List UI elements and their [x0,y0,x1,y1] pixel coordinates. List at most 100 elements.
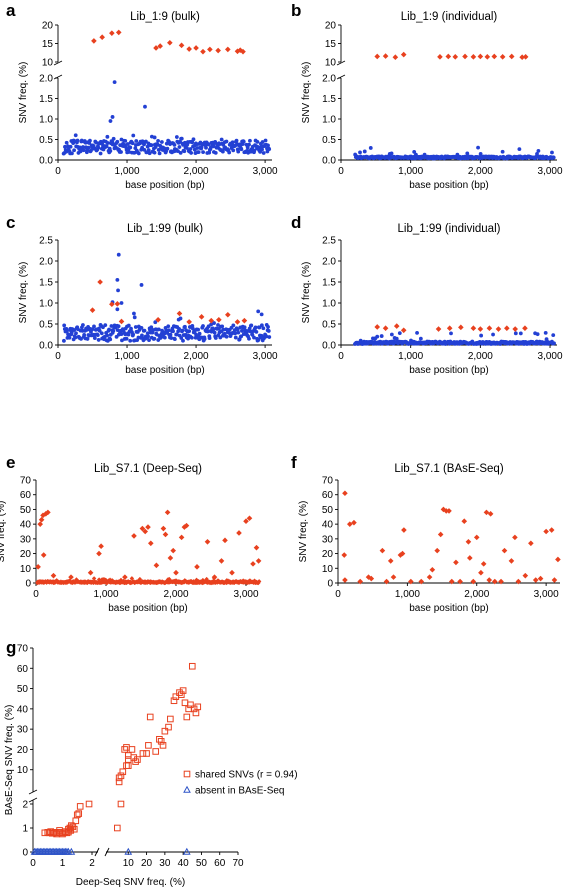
y-axis-label: SNV freq. (%) [301,62,312,124]
data-point-blue [415,330,419,335]
data-point-blue [181,338,185,343]
data-point-blue [168,332,173,337]
data-point-red [532,577,539,583]
data-point-blue [108,149,113,153]
data-point-blue [149,325,154,330]
panel-e: e Lib_S7.1 (Deep-Seq) 0 10 20 30 40 50 60 70 0 1,00… [0,453,262,614]
data-point-blue [110,115,115,119]
data-point-blue [389,332,394,337]
data-point-blue [207,150,212,155]
data-point-blue [132,315,137,320]
data-point-red [452,54,459,60]
data-point-red [480,561,487,567]
x-tick-label: 0 [33,589,39,600]
data-point-square [176,689,183,696]
data-point-red [114,301,121,307]
data-point-red [137,576,143,582]
data-point-red [446,508,452,514]
data-point-red [118,318,125,325]
data-point-red [495,326,502,332]
y-tick-label: 40 [20,520,32,531]
data-point-red [341,552,348,558]
data-point-blue [213,139,218,144]
x-tick-label: 2,000 [184,166,209,177]
y-tick-label: 40 [17,704,29,715]
panel-label: e [6,453,15,472]
data-point-blue [239,147,244,152]
y-tick-label: 1.0 [39,299,53,310]
data-point-red [160,525,167,532]
data-point-blue [95,333,100,337]
data-point-red [342,490,348,497]
data-point-blue [119,301,124,305]
y-tick-label: 2.0 [39,74,53,85]
data-point-square [76,803,84,810]
data-point-blue [358,150,362,155]
data-point-blue [207,336,212,341]
data-point-red [96,550,102,557]
data-point-blue [128,338,133,343]
data-point-blue [257,325,262,330]
data-point-square [114,824,121,832]
data-point-blue [267,335,272,339]
y-tick-label: 20 [322,549,334,560]
data-point-blue [152,336,157,341]
data-point-red [477,53,484,60]
data-point-red [115,29,122,36]
data-point-blue [115,278,120,282]
data-point-red [397,552,404,558]
data-point-red [176,310,183,317]
data-point-blue [156,138,160,143]
data-point-red [379,547,386,554]
y-tick-label: 20 [20,549,32,560]
panel-b: b Lib_1:9 (individual) 10 15 20 0.0 0.5 1.0 1.5 2… [291,1,563,191]
data-point-red [551,577,558,583]
legend-label: absent in BAsE-Seq [195,786,285,797]
data-point-blue [179,136,184,141]
y-tick-label: 60 [17,664,29,675]
data-point-blue [256,309,261,314]
data-point-blue [206,142,211,147]
data-point-red [225,311,231,318]
y-tick-label: 0.0 [322,156,336,167]
x-tick-label: 0 [55,166,61,177]
data-point-blue [166,324,171,329]
data-point-blue [156,327,161,332]
y-axis-label: SNV freq. (%) [0,501,7,563]
data-point-red [229,569,235,576]
data-point-blue [211,327,216,332]
data-point-red [236,530,242,536]
data-point-red [129,576,135,581]
data-point-blue [152,150,157,155]
data-point-square [181,699,189,707]
data-point-square [121,746,128,753]
data-point-red [118,577,124,583]
data-point-blue [140,333,144,338]
data-point-red [470,54,477,60]
data-point-blue [127,150,131,154]
x-tick-label: 70 [232,858,244,869]
panel-title: Lib_1:9 (bulk) [130,11,200,23]
data-point-red [486,577,493,583]
data-point-square [75,810,83,817]
data-point-blue [142,328,147,333]
x-tick-label: 1 [60,858,66,869]
data-point-square [190,705,198,713]
data-point-blue [81,145,85,149]
data-point-blue [62,323,67,328]
data-point-red [426,574,433,580]
data-point-blue [99,331,104,336]
data-point-red [512,326,518,332]
data-point-red [491,578,498,585]
data-point-blue [465,151,470,156]
data-point-blue [368,146,373,150]
data-point-red [392,54,399,60]
data-point-triangle [183,785,191,793]
data-point-blue [245,145,250,150]
data-point-red [200,48,206,55]
data-point-red [167,39,173,46]
data-point-red [484,54,491,60]
data-point-square [115,774,123,782]
data-point-red [97,279,103,285]
data-point-blue [375,334,380,339]
